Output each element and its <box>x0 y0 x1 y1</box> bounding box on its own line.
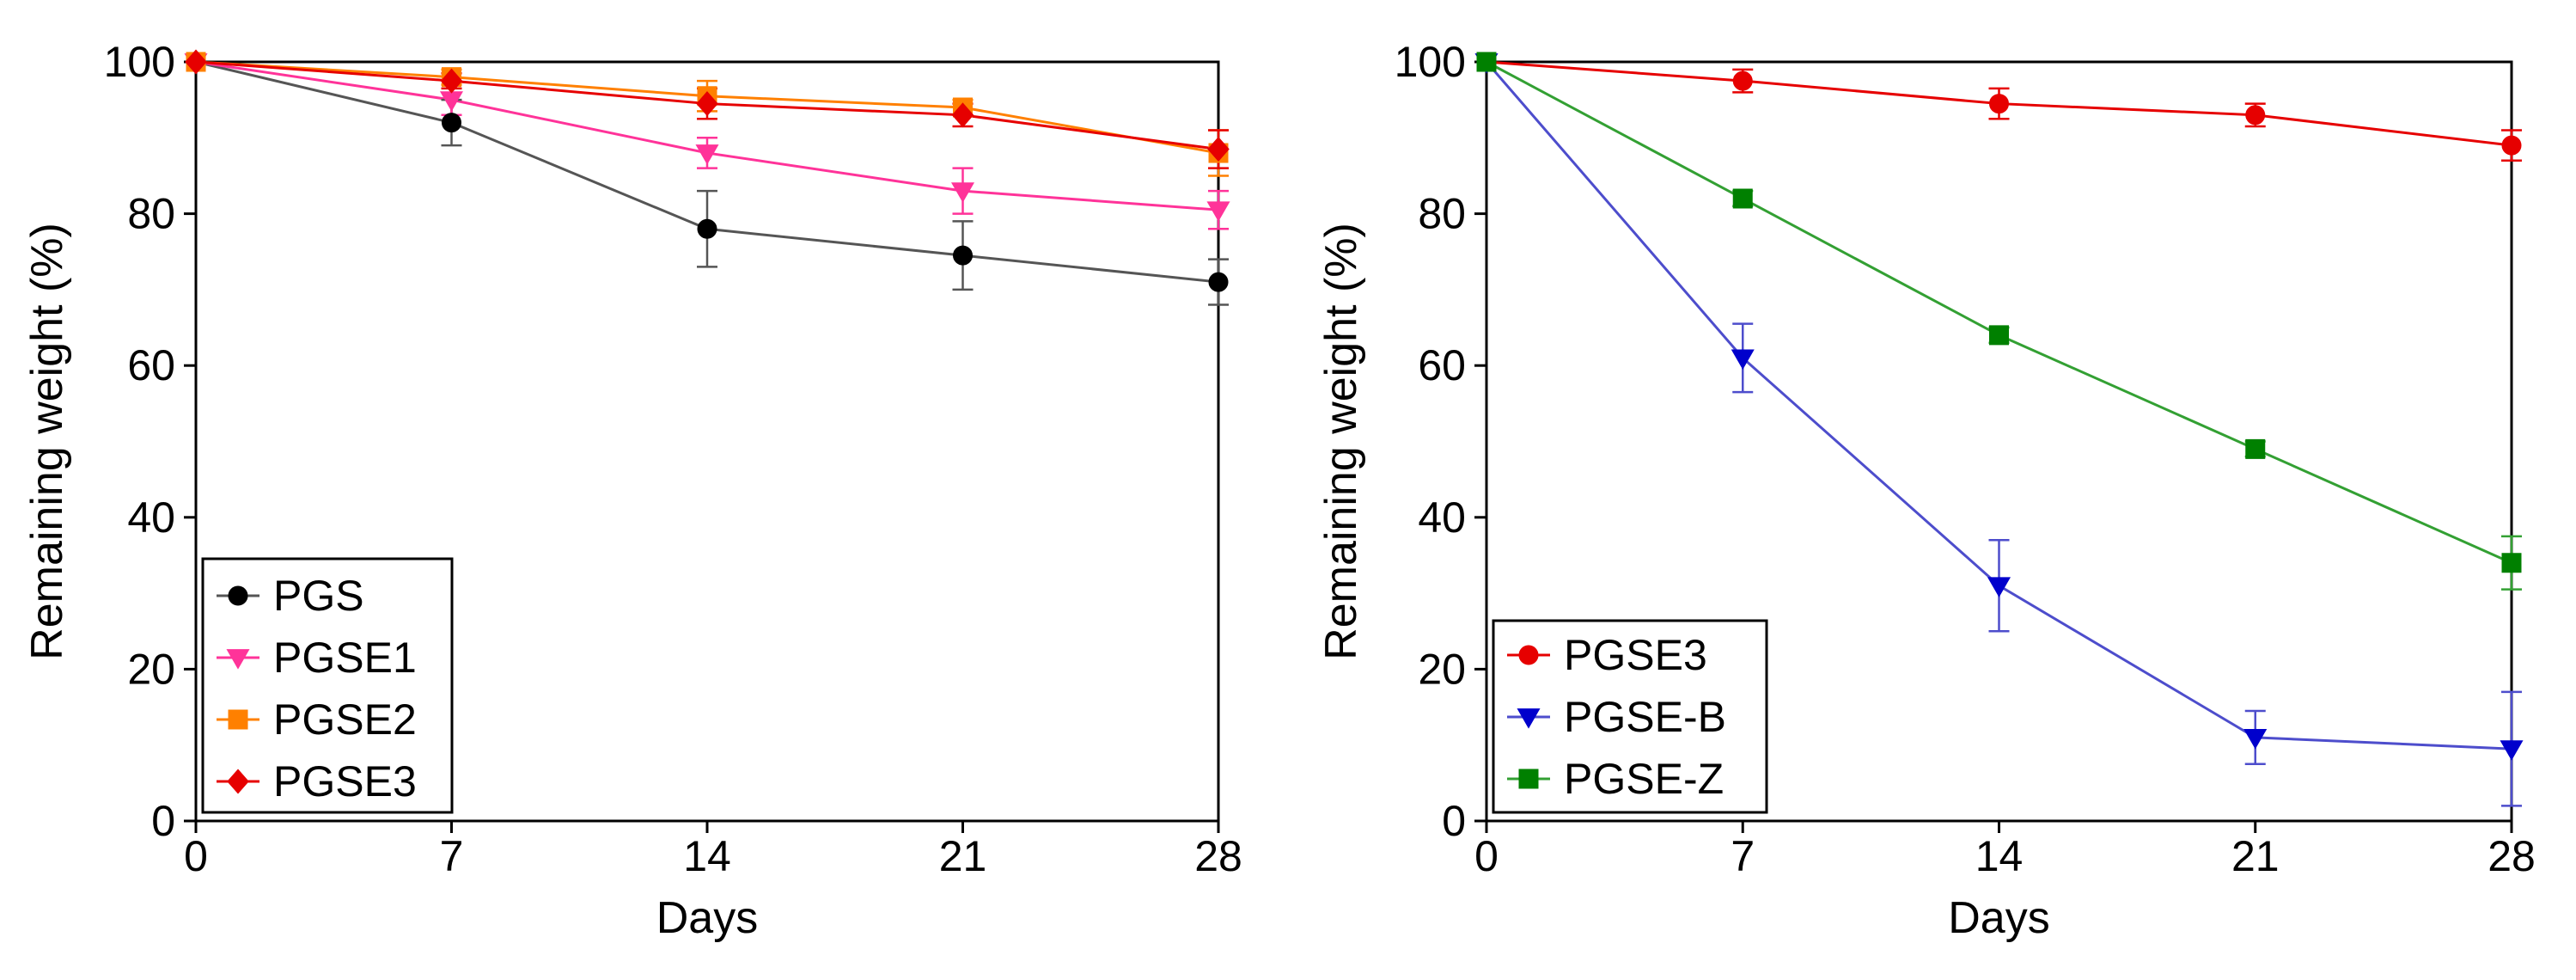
y-tick-label: 60 <box>1418 341 1466 389</box>
x-axis-label: Days <box>656 893 758 943</box>
data-point <box>440 68 463 94</box>
x-tick-label: 21 <box>939 832 987 880</box>
legend-marker <box>228 709 248 730</box>
legend-entry: PGSE3 <box>273 757 417 805</box>
y-tick-label: 0 <box>151 797 175 845</box>
data-point <box>2245 105 2266 126</box>
data-point <box>1732 70 1753 91</box>
data-point <box>1476 52 1497 72</box>
y-tick-label: 40 <box>1418 493 1466 542</box>
y-tick-label: 0 <box>1442 797 1466 845</box>
y-tick-label: 20 <box>1418 645 1466 693</box>
data-point <box>1989 325 2009 346</box>
legend-marker <box>226 649 250 670</box>
x-tick-label: 7 <box>440 832 464 880</box>
x-tick-label: 28 <box>2487 832 2536 880</box>
series-pgse3-errors <box>441 71 1229 169</box>
legend-marker <box>1518 645 1539 665</box>
series-pgse3-errors <box>1732 68 2522 162</box>
series-pgse-b-errors <box>1732 322 2522 807</box>
data-point <box>1731 349 1755 371</box>
data-point <box>1207 137 1230 162</box>
legend-entry: PGS <box>273 572 364 620</box>
x-tick-label: 21 <box>2231 832 2280 880</box>
chart-panel-left: 0 7 14 21 28 0 20 40 60 80 100 Days Remaining weight… <box>22 38 1242 943</box>
data-point <box>2243 729 2268 750</box>
y-tick-label: 100 <box>1395 38 1466 86</box>
data-point <box>1208 272 1229 292</box>
data-point <box>2501 135 2522 156</box>
series-pgse-z-errors <box>1732 189 2522 591</box>
series-pgse-z <box>1486 60 2512 565</box>
data-point <box>950 182 975 203</box>
y-tick-label: 80 <box>127 190 175 238</box>
x-tick-label: 0 <box>184 832 208 880</box>
data-point <box>1989 94 2009 114</box>
series-pgse-z-markers <box>1476 52 2522 573</box>
legend-marker <box>227 769 249 794</box>
y-axis-label: Remaining weight (%) <box>1316 223 1366 660</box>
series-line <box>1486 60 2512 565</box>
series-pgse3-markers <box>185 49 1230 162</box>
data-point <box>1206 201 1230 222</box>
legend: PGS PGSE1 PGSE2 PGSE3 <box>201 557 454 814</box>
data-point <box>1987 577 2011 597</box>
legend-entry: PGSE3 <box>1564 631 1707 679</box>
x-axis-label: Days <box>1948 893 2049 943</box>
legend-entry: PGSE-Z <box>1564 755 1724 803</box>
x-tick-label: 28 <box>1194 832 1242 880</box>
data-point <box>695 144 719 165</box>
data-point <box>442 113 461 133</box>
y-tick-label: 100 <box>104 38 175 86</box>
y-tick-label: 40 <box>127 493 175 542</box>
x-tick-label: 7 <box>1731 832 1755 880</box>
data-point <box>697 218 717 239</box>
x-tick-label: 14 <box>1975 832 2024 880</box>
y-tick-label: 60 <box>127 341 175 389</box>
data-point <box>951 102 974 128</box>
x-tick-label: 0 <box>1474 832 1499 880</box>
chart-panel-right: 0 7 14 21 28 0 20 40 60 80 100 Days Remaining weight… <box>1316 38 2536 943</box>
data-point <box>2500 740 2524 761</box>
legend-entry: PGSE2 <box>273 695 417 744</box>
data-point <box>1732 188 1753 209</box>
data-point <box>185 49 207 75</box>
legend: PGSE3 PGSE-B PGSE-Z <box>1492 619 1768 814</box>
legend-marker <box>228 585 248 606</box>
data-point <box>2245 438 2266 459</box>
legend-marker <box>1518 769 1539 789</box>
y-axis-label: Remaining weight (%) <box>22 223 72 660</box>
data-point <box>2501 553 2522 573</box>
legend-entry: PGSE-B <box>1564 693 1726 741</box>
data-point <box>953 245 973 266</box>
y-tick-label: 80 <box>1418 190 1466 238</box>
legend-entry: PGSE1 <box>273 634 417 682</box>
x-tick-label: 14 <box>683 832 731 880</box>
y-tick-label: 20 <box>127 645 175 693</box>
series-pgse1-errors <box>441 83 1229 230</box>
legend-marker <box>1517 708 1541 729</box>
data-point <box>696 91 718 117</box>
